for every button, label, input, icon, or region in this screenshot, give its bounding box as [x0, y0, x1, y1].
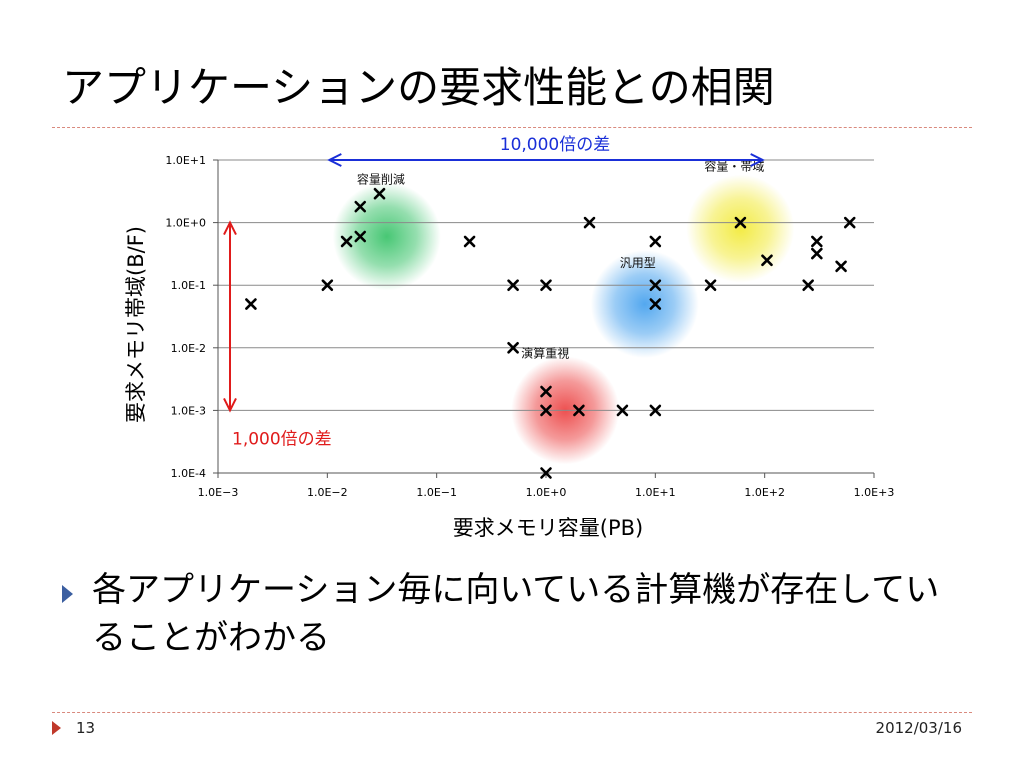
slide-title: アプリケーションの要求性能との相関	[62, 63, 775, 112]
data-point	[811, 235, 823, 248]
arrow-head-icon	[223, 397, 237, 413]
data-point	[540, 385, 552, 398]
group-label: 汎用型	[620, 256, 656, 270]
data-point	[340, 235, 353, 248]
x-tick-label: 1.0E+2	[744, 486, 785, 499]
data-point	[843, 216, 856, 229]
data-point	[583, 216, 596, 229]
arrow-head-icon	[327, 153, 342, 167]
data-point	[649, 235, 662, 248]
group-highlight	[686, 174, 795, 283]
bullet-text: 各アプリケーション毎に向いている計算機が存在していることがわかる	[92, 570, 940, 658]
slide-date: 2012/03/16	[875, 719, 962, 737]
data-point	[761, 254, 773, 267]
y-axis-title: 要求メモリ帯域(B/F)	[124, 226, 148, 423]
range-annotations: 10,000倍の差 1,000倍の差	[223, 135, 765, 449]
data-point	[540, 467, 552, 479]
x-tick-label: 1.0E−2	[307, 486, 348, 499]
page-number: 13	[76, 719, 96, 737]
y-tick-label: 1.0E-2	[171, 342, 206, 355]
x-tick-label: 1.0E+1	[635, 486, 676, 499]
data-point	[507, 279, 519, 291]
arrow-head-icon	[223, 220, 237, 236]
scatter-chart: 1.0E-4 1.0E-3 1.0E-2 1.0E-1 1.0E+0 1.0E+1 1.0E…	[124, 135, 894, 540]
arrow-head-icon	[750, 153, 765, 167]
data-point	[321, 279, 334, 291]
x-tick-label: 1.0E+3	[854, 486, 895, 499]
data-point	[540, 404, 552, 417]
data-points	[245, 187, 856, 479]
data-point	[463, 235, 476, 248]
data-point	[835, 260, 847, 273]
data-point	[649, 298, 662, 310]
title-divider	[52, 127, 972, 128]
data-point	[540, 279, 552, 291]
x-tick-label: 1.0E−3	[198, 486, 239, 499]
data-point	[354, 200, 367, 213]
y-tick-label: 1.0E-4	[171, 467, 206, 480]
group-highlight	[590, 250, 699, 359]
data-point	[649, 404, 662, 417]
y-tick-label: 1.0E+1	[165, 154, 206, 167]
x-tick-label: 1.0E−1	[416, 486, 457, 499]
data-point	[811, 247, 823, 260]
y-tick-label: 1.0E-3	[171, 404, 206, 417]
y-tick-label: 1.0E+0	[165, 217, 206, 230]
data-point	[802, 279, 814, 291]
data-point	[373, 187, 386, 200]
data-point	[734, 216, 747, 229]
x-tick-label: 1.0E+0	[526, 486, 567, 499]
data-point	[245, 298, 257, 310]
vertical-range-label: 1,000倍の差	[232, 429, 332, 449]
chart-axes: 1.0E-4 1.0E-3 1.0E-2 1.0E-1 1.0E+0 1.0E+1 1.0E…	[124, 154, 894, 540]
group-highlights	[332, 174, 795, 465]
y-tick-label: 1.0E-1	[171, 279, 206, 292]
group-highlight	[332, 182, 441, 291]
footer-divider	[52, 712, 972, 713]
data-point	[704, 279, 717, 291]
data-point	[649, 279, 662, 291]
data-point	[507, 342, 519, 354]
data-point	[573, 404, 585, 417]
group-label: 演算重視	[521, 345, 569, 360]
horizontal-range-label: 10,000倍の差	[500, 135, 610, 155]
group-label: 容量削減	[357, 171, 405, 186]
footer-arrow-icon	[52, 721, 61, 735]
group-label: 容量・帯域	[704, 159, 764, 174]
bullet-arrow-icon	[62, 585, 73, 603]
data-point	[354, 230, 367, 243]
x-axis-title: 要求メモリ容量(PB)	[453, 516, 643, 540]
data-point	[616, 404, 629, 417]
